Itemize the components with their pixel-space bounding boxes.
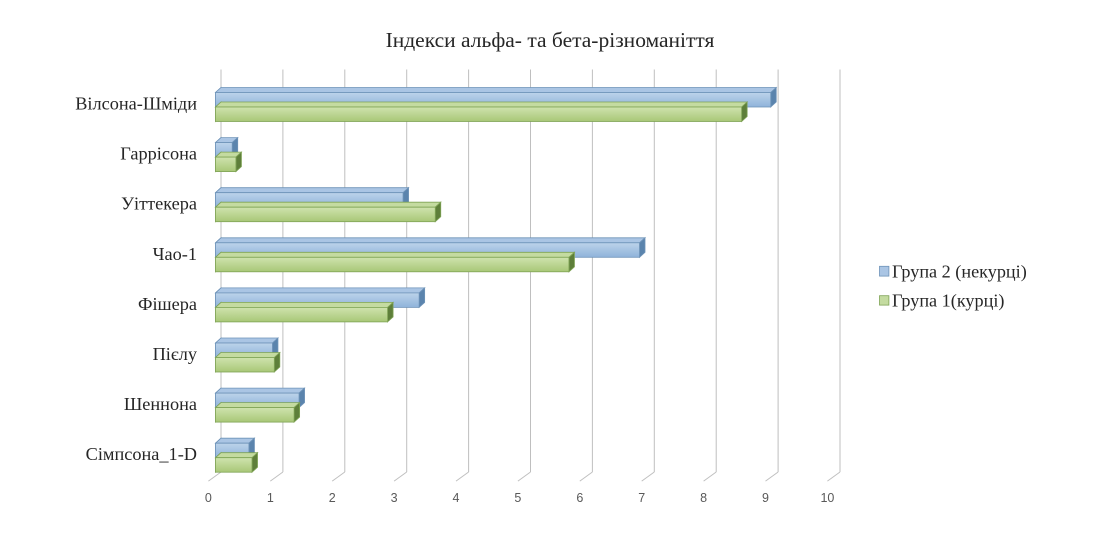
svg-text:Вілсона-Шміди: Вілсона-Шміди xyxy=(75,94,197,114)
svg-text:Сімпсона_1-D: Сімпсона_1-D xyxy=(86,444,197,464)
svg-text:Гаррісона: Гаррісона xyxy=(120,144,197,164)
svg-text:Чао-1: Чао-1 xyxy=(153,244,197,264)
svg-text:2: 2 xyxy=(329,491,336,505)
svg-text:Шеннона: Шеннона xyxy=(124,394,197,414)
svg-text:8: 8 xyxy=(700,491,707,505)
svg-text:5: 5 xyxy=(514,491,521,505)
svg-text:0: 0 xyxy=(205,491,212,505)
svg-text:10: 10 xyxy=(820,491,834,505)
svg-text:4: 4 xyxy=(453,491,460,505)
svg-text:3: 3 xyxy=(391,491,398,505)
svg-text:7: 7 xyxy=(638,491,645,505)
svg-text:1: 1 xyxy=(267,491,274,505)
svg-text:9: 9 xyxy=(762,491,769,505)
svg-text:Фішера: Фішера xyxy=(138,294,197,314)
svg-text:Індекси альфа- та бета-різнома: Індекси альфа- та бета-різноманіття xyxy=(386,28,715,52)
svg-text:Уіттекера: Уіттекера xyxy=(121,194,197,214)
svg-text:6: 6 xyxy=(576,491,583,505)
svg-text:Група 1(курці): Група 1(курці) xyxy=(892,291,1004,312)
svg-text:Пієлу: Пієлу xyxy=(153,344,198,364)
svg-text:Група 2 (некурці): Група 2 (некурці) xyxy=(892,261,1027,282)
